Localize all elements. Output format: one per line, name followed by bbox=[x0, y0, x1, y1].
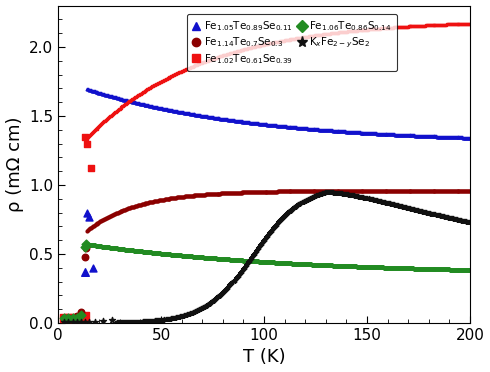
Point bbox=[65, 315, 73, 321]
Point bbox=[91, 319, 99, 325]
Point bbox=[60, 315, 68, 321]
Point bbox=[85, 214, 93, 220]
Point bbox=[83, 210, 91, 216]
Point bbox=[82, 246, 90, 251]
Point bbox=[69, 315, 76, 321]
Point bbox=[65, 319, 73, 325]
Point bbox=[83, 141, 91, 147]
Point bbox=[81, 134, 89, 140]
Point bbox=[65, 315, 73, 321]
Y-axis label: ρ (mΩ cm): ρ (mΩ cm) bbox=[5, 116, 24, 212]
Point bbox=[73, 313, 80, 319]
Point bbox=[81, 313, 89, 319]
Point bbox=[81, 244, 89, 250]
Point bbox=[73, 315, 80, 321]
Point bbox=[69, 315, 76, 321]
Point bbox=[81, 319, 89, 325]
Point bbox=[60, 315, 68, 321]
Point bbox=[69, 319, 76, 325]
Point bbox=[60, 315, 68, 321]
Point bbox=[69, 315, 76, 321]
Point bbox=[73, 315, 80, 321]
Point bbox=[87, 166, 95, 171]
Point bbox=[77, 309, 85, 315]
Point bbox=[77, 319, 85, 325]
Point bbox=[82, 241, 90, 247]
X-axis label: T (K): T (K) bbox=[243, 349, 285, 366]
Point bbox=[73, 315, 80, 321]
Point bbox=[85, 319, 93, 325]
Point bbox=[77, 315, 85, 321]
Point bbox=[81, 254, 89, 260]
Point bbox=[77, 312, 85, 318]
Point bbox=[99, 318, 107, 324]
Point bbox=[65, 315, 73, 321]
Point bbox=[69, 315, 76, 321]
Point bbox=[81, 269, 89, 275]
Point bbox=[60, 319, 68, 325]
Point bbox=[73, 319, 80, 325]
Point bbox=[60, 315, 68, 321]
Point bbox=[65, 315, 73, 321]
Point bbox=[77, 313, 85, 319]
Point bbox=[108, 317, 116, 323]
Legend: Fe$_{1.05}$Te$_{0.89}$Se$_{0.11}$, Fe$_{1.14}$Te$_{0.7}$Se$_{0.3}$, Fe$_{1.02}$T: Fe$_{1.05}$Te$_{0.89}$Se$_{0.11}$, Fe$_{… bbox=[187, 14, 397, 71]
Point bbox=[89, 265, 97, 271]
